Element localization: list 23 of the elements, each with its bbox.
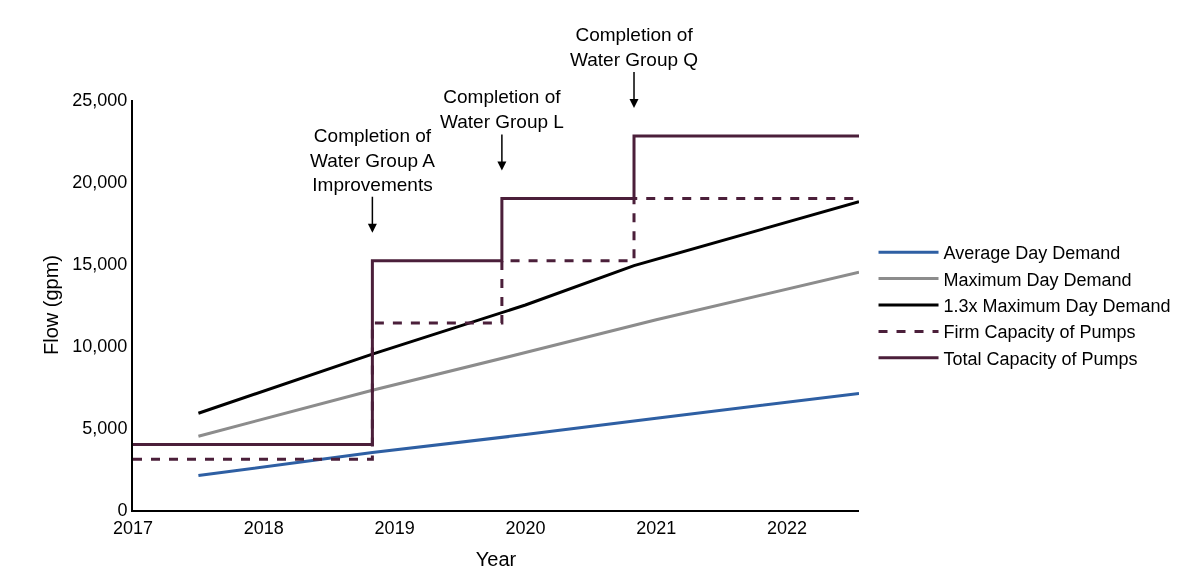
- y-tick-label: 20,000: [72, 172, 128, 193]
- annotation: Completion of Water Group L: [440, 86, 564, 132]
- y-tick-label: 15,000: [72, 254, 128, 275]
- y-tick-label: 10,000: [72, 336, 128, 357]
- y-tick-label: 5,000: [82, 418, 128, 439]
- x-tick-label: 2019: [374, 517, 415, 538]
- legend-label: Total Capacity of Pumps: [943, 348, 1138, 369]
- annotation: Completion of Water Group A Improvements: [310, 125, 436, 196]
- line-series: [196, 270, 859, 438]
- y-tick-label: 25,000: [72, 90, 128, 111]
- x-tick-label: 2022: [767, 517, 808, 538]
- legend-label: Average Day Demand: [943, 243, 1121, 264]
- legend-label: Maximum Day Demand: [943, 269, 1132, 290]
- legend-label: Firm Capacity of Pumps: [943, 322, 1136, 343]
- x-tick-label: 2018: [243, 517, 284, 538]
- y-axis-title: Flow (gpm): [40, 254, 63, 356]
- x-tick-label: 2020: [505, 517, 546, 538]
- line-series: [196, 392, 859, 478]
- x-tick-label: 2021: [636, 517, 677, 538]
- x-axis-title: Year: [475, 547, 517, 570]
- legend-label: 1.3x Maximum Day Demand: [943, 296, 1171, 317]
- line-series: [196, 200, 859, 415]
- text: Completion of Water Group Q: [570, 24, 699, 70]
